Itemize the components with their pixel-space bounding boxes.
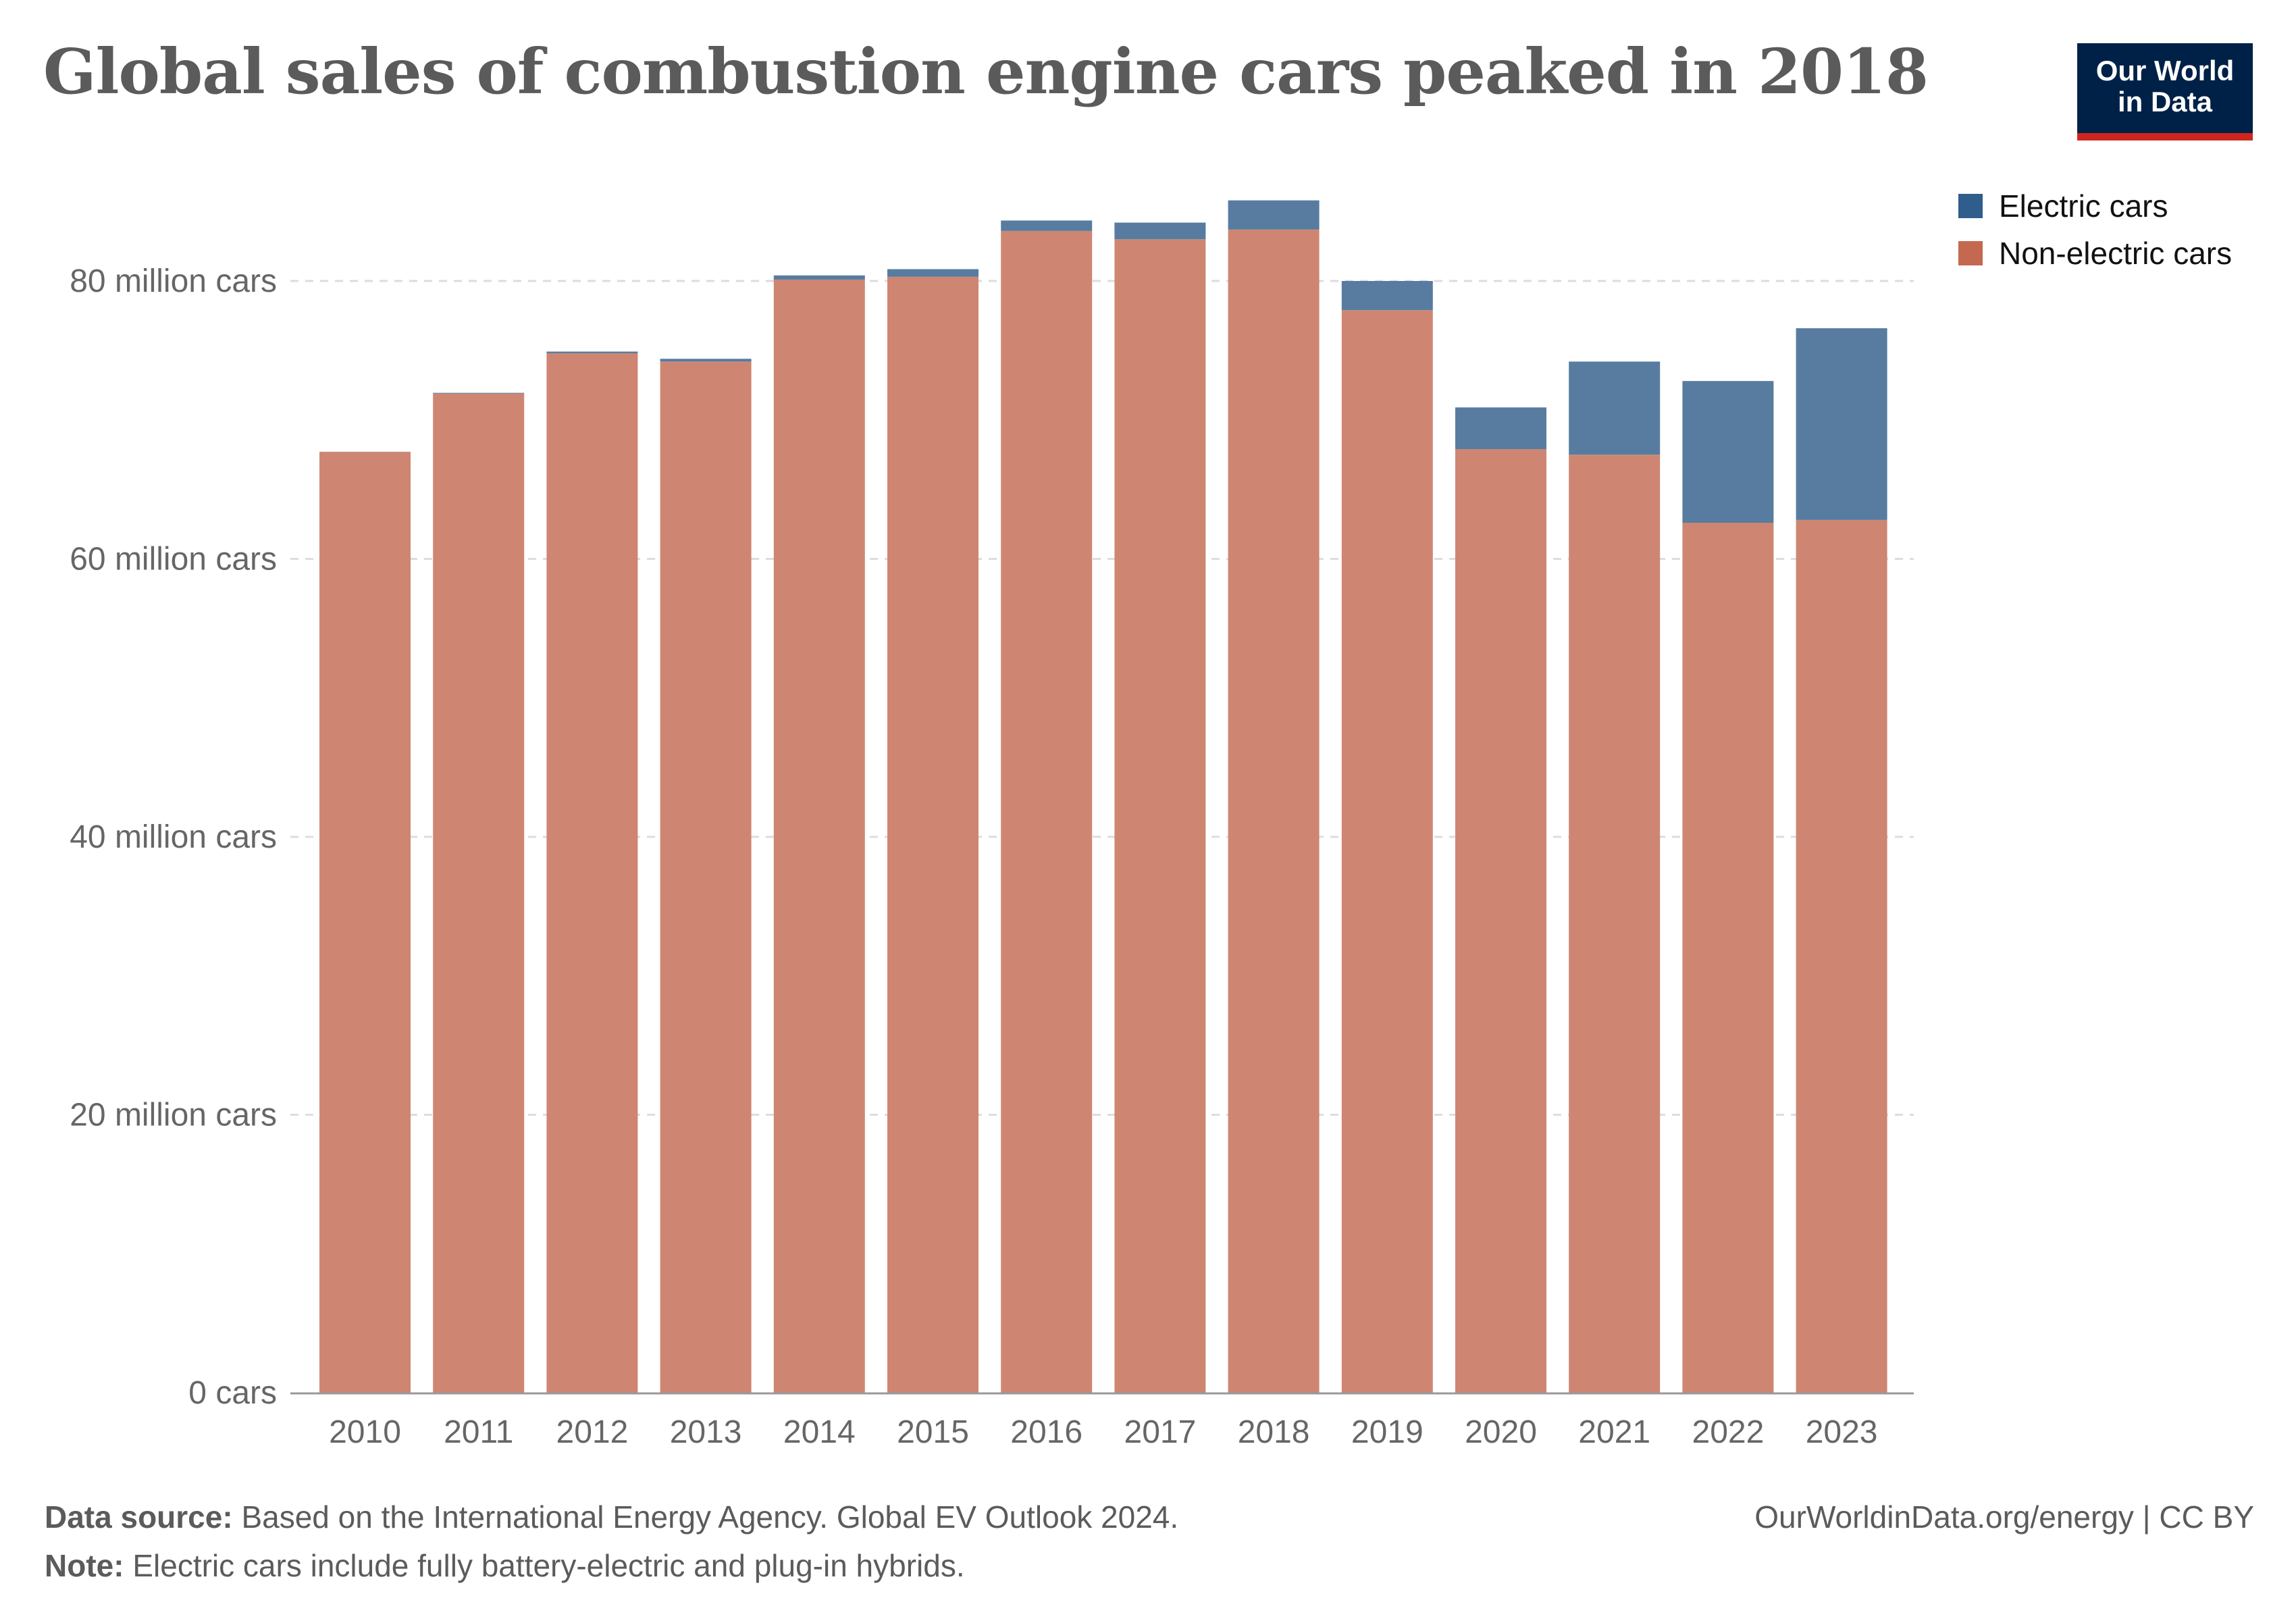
bar-electric bbox=[1228, 200, 1320, 230]
bar-electric bbox=[1682, 381, 1774, 523]
x-tick-label: 2011 bbox=[444, 1414, 513, 1450]
bar-non-electric bbox=[1455, 448, 1546, 1393]
bar-electric bbox=[1455, 407, 1546, 449]
bar-electric bbox=[546, 351, 638, 353]
legend: Electric cars Non-electric cars bbox=[1958, 182, 2232, 277]
x-tick-label: 2023 bbox=[1806, 1414, 1878, 1450]
source-link[interactable]: OurWorldinData.org/energy | CC BY bbox=[1754, 1499, 2254, 1535]
x-tick-label: 2020 bbox=[1465, 1414, 1537, 1450]
note: Note: Electric cars include fully batter… bbox=[45, 1548, 965, 1583]
x-tick-label: 2014 bbox=[783, 1414, 856, 1450]
legend-swatch-non-electric bbox=[1958, 241, 1983, 265]
bar-non-electric bbox=[1001, 230, 1093, 1393]
bar-electric bbox=[433, 392, 525, 394]
data-source: Data source: Based on the International … bbox=[45, 1499, 1179, 1535]
logo-line2: in Data bbox=[2117, 86, 2213, 118]
logo-line1: Our World bbox=[2095, 55, 2235, 86]
bar-non-electric bbox=[1569, 455, 1661, 1393]
bar-electric bbox=[1569, 361, 1661, 455]
legend-item-electric[interactable]: Electric cars bbox=[1958, 182, 2232, 230]
y-tick-label: 0 cars bbox=[188, 1375, 277, 1411]
legend-label-non-electric: Non-electric cars bbox=[1999, 236, 2233, 271]
bar-non-electric bbox=[1796, 519, 1887, 1393]
bar-non-electric bbox=[1682, 523, 1774, 1393]
y-tick-label: 60 million cars bbox=[70, 542, 277, 577]
x-tick-label: 2018 bbox=[1238, 1414, 1310, 1450]
x-tick-label: 2019 bbox=[1351, 1414, 1424, 1450]
footer: Data source: Based on the International … bbox=[45, 1493, 1178, 1590]
x-tick-label: 2013 bbox=[670, 1414, 742, 1450]
x-tick-label: 2021 bbox=[1578, 1414, 1650, 1450]
bar-electric bbox=[1796, 328, 1887, 520]
legend-swatch-electric bbox=[1958, 194, 1983, 218]
bar-electric bbox=[660, 359, 752, 362]
bar-non-electric bbox=[887, 276, 979, 1393]
y-tick-label: 40 million cars bbox=[70, 819, 277, 855]
bar-non-electric bbox=[1341, 310, 1433, 1393]
x-tick-label: 2010 bbox=[329, 1414, 401, 1450]
x-tick-label: 2016 bbox=[1010, 1414, 1082, 1450]
bar-electric bbox=[1001, 220, 1093, 231]
chart-title: Global sales of combustion engine cars p… bbox=[43, 35, 1929, 108]
x-tick-label: 2012 bbox=[556, 1414, 629, 1450]
bar-non-electric bbox=[1228, 229, 1320, 1393]
legend-label-electric: Electric cars bbox=[1999, 188, 2168, 224]
bar-non-electric bbox=[773, 279, 865, 1393]
bar-electric bbox=[773, 275, 865, 280]
bar-non-electric bbox=[660, 361, 752, 1393]
bar-non-electric bbox=[433, 393, 525, 1393]
bar-non-electric bbox=[319, 452, 411, 1393]
x-tick-label: 2017 bbox=[1124, 1414, 1197, 1450]
x-tick-label: 2015 bbox=[897, 1414, 969, 1450]
bar-electric bbox=[1341, 281, 1433, 311]
x-tick-label: 2022 bbox=[1692, 1414, 1765, 1450]
legend-item-non-electric[interactable]: Non-electric cars bbox=[1958, 230, 2232, 277]
bar-non-electric bbox=[546, 353, 638, 1393]
y-tick-label: 20 million cars bbox=[70, 1098, 277, 1133]
owid-logo[interactable]: Our World in Data bbox=[2077, 43, 2253, 140]
bar-non-electric bbox=[1114, 239, 1206, 1393]
bar-electric bbox=[1114, 222, 1206, 240]
y-tick-label: 80 million cars bbox=[70, 263, 277, 299]
bar-electric bbox=[887, 269, 979, 277]
